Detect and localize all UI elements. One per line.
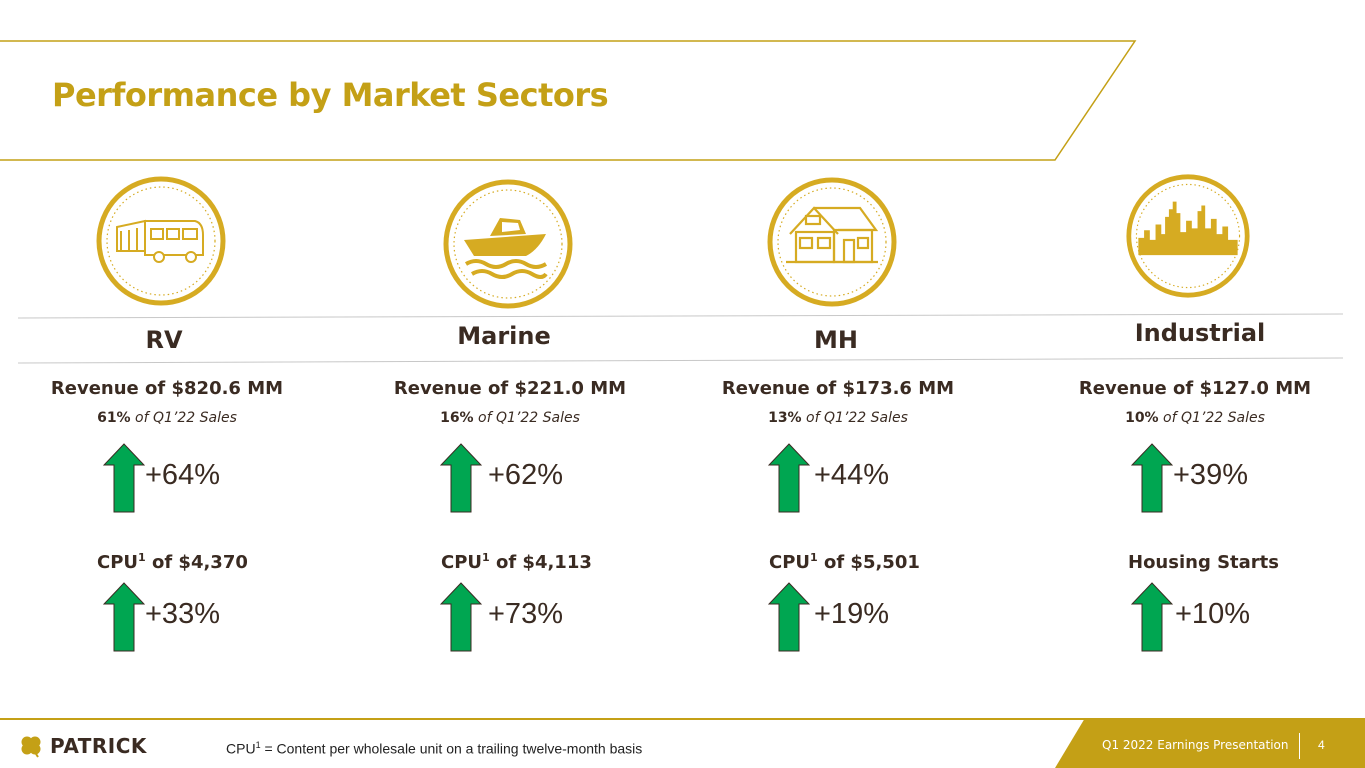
- footnote-text: = Content per wholesale unit on a traili…: [260, 740, 643, 757]
- share-label-mh: of Q1’22 Sales: [806, 410, 908, 426]
- growth-revenue-mh: +44%: [814, 459, 889, 491]
- sector-name-rv: RV: [145, 326, 183, 354]
- footnote-sup: 1: [255, 740, 261, 750]
- share-label-marine: of Q1’22 Sales: [478, 410, 580, 426]
- presentation-title: Q1 2022 Earnings Presentation: [1102, 738, 1289, 752]
- metric-prefix-marine: CPU: [441, 552, 483, 573]
- share-label-rv: of Q1’22 Sales: [135, 410, 237, 426]
- sector-column-mh: MH Revenue of $173.6 MM 13% of Q1’22 Sal…: [668, 0, 1008, 700]
- share-pct-rv: 61%: [97, 410, 131, 426]
- metric-suffix-marine: of $4,113: [489, 552, 592, 573]
- metric-prefix-mh: CPU: [769, 552, 811, 573]
- sector-column-marine: Marine Revenue of $221.0 MM 16% of Q1’22…: [340, 0, 680, 700]
- page-number: 4: [1318, 738, 1325, 752]
- boat-icon: [443, 179, 573, 309]
- revenue-rv: Revenue of $820.6 MM: [50, 378, 284, 399]
- growth-revenue-rv: +64%: [145, 459, 220, 491]
- footnote-prefix: CPU: [226, 740, 256, 757]
- page-title: Performance by Market Sectors: [52, 76, 609, 114]
- up-arrow-icon: [103, 582, 145, 652]
- sector-divider: [17, 313, 1344, 364]
- metric-sup-marine: 1: [482, 551, 490, 564]
- footer-separator: [1299, 733, 1300, 759]
- footer-band: [1055, 718, 1365, 768]
- sector-name-mh: MH: [814, 326, 858, 354]
- share-label-industrial: of Q1’22 Sales: [1163, 410, 1265, 426]
- footer-rule: [0, 718, 1365, 720]
- growth-metric-rv: +33%: [145, 598, 220, 630]
- sales-share-rv: 61% of Q1’22 Sales: [0, 410, 337, 426]
- footnote: CPU1 = Content per wholesale unit on a t…: [226, 740, 642, 757]
- up-arrow-icon: [1131, 582, 1173, 652]
- revenue-industrial: Revenue of $127.0 MM: [1078, 378, 1312, 399]
- house-icon: [767, 177, 897, 307]
- share-pct-mh: 13%: [768, 410, 802, 426]
- sector-column-rv: RV Revenue of $820.6 MM 61% of Q1’22 Sal…: [0, 0, 337, 700]
- metric-suffix-rv: of $4,370: [145, 552, 248, 573]
- growth-revenue-marine: +62%: [488, 459, 563, 491]
- metric-marine: CPU1 of $4,113: [441, 551, 701, 573]
- sector-name-industrial: Industrial: [1134, 319, 1266, 347]
- rv-icon: [96, 176, 226, 306]
- sector-name-marine: Marine: [457, 322, 551, 350]
- sales-share-industrial: 10% of Q1’22 Sales: [1025, 410, 1365, 426]
- metric-industrial: Housing Starts: [1128, 551, 1365, 573]
- up-arrow-icon: [1131, 443, 1173, 513]
- up-arrow-icon: [103, 443, 145, 513]
- metric-mh: CPU1 of $5,501: [769, 551, 1029, 573]
- growth-revenue-industrial: +39%: [1173, 459, 1248, 491]
- shamrock-icon: [21, 736, 41, 758]
- metric-suffix-mh: of $5,501: [817, 552, 920, 573]
- up-arrow-icon: [440, 443, 482, 513]
- share-pct-industrial: 10%: [1125, 410, 1159, 426]
- up-arrow-icon: [768, 582, 810, 652]
- share-pct-marine: 16%: [440, 410, 474, 426]
- metric-rv: CPU1 of $4,370: [97, 551, 357, 573]
- metric-sup-mh: 1: [810, 551, 818, 564]
- sales-share-marine: 16% of Q1’22 Sales: [340, 410, 680, 426]
- sales-share-mh: 13% of Q1’22 Sales: [668, 410, 1008, 426]
- up-arrow-icon: [768, 443, 810, 513]
- footer-logo-text: PATRICK: [50, 734, 147, 758]
- header-frame: [0, 40, 1137, 161]
- revenue-marine: Revenue of $221.0 MM: [393, 378, 627, 399]
- growth-metric-mh: +19%: [814, 598, 889, 630]
- growth-metric-marine: +73%: [488, 598, 563, 630]
- up-arrow-icon: [440, 582, 482, 652]
- metric-prefix-industrial: Housing Starts: [1128, 552, 1280, 573]
- revenue-mh: Revenue of $173.6 MM: [721, 378, 955, 399]
- growth-metric-industrial: +10%: [1175, 598, 1250, 630]
- metric-prefix-rv: CPU: [97, 552, 139, 573]
- footer-logo: PATRICK: [18, 734, 147, 758]
- sector-column-industrial: Industrial Revenue of $127.0 MM 10% of Q…: [1025, 0, 1365, 700]
- metric-sup-rv: 1: [138, 551, 146, 564]
- city-skyline-icon: [1126, 174, 1250, 298]
